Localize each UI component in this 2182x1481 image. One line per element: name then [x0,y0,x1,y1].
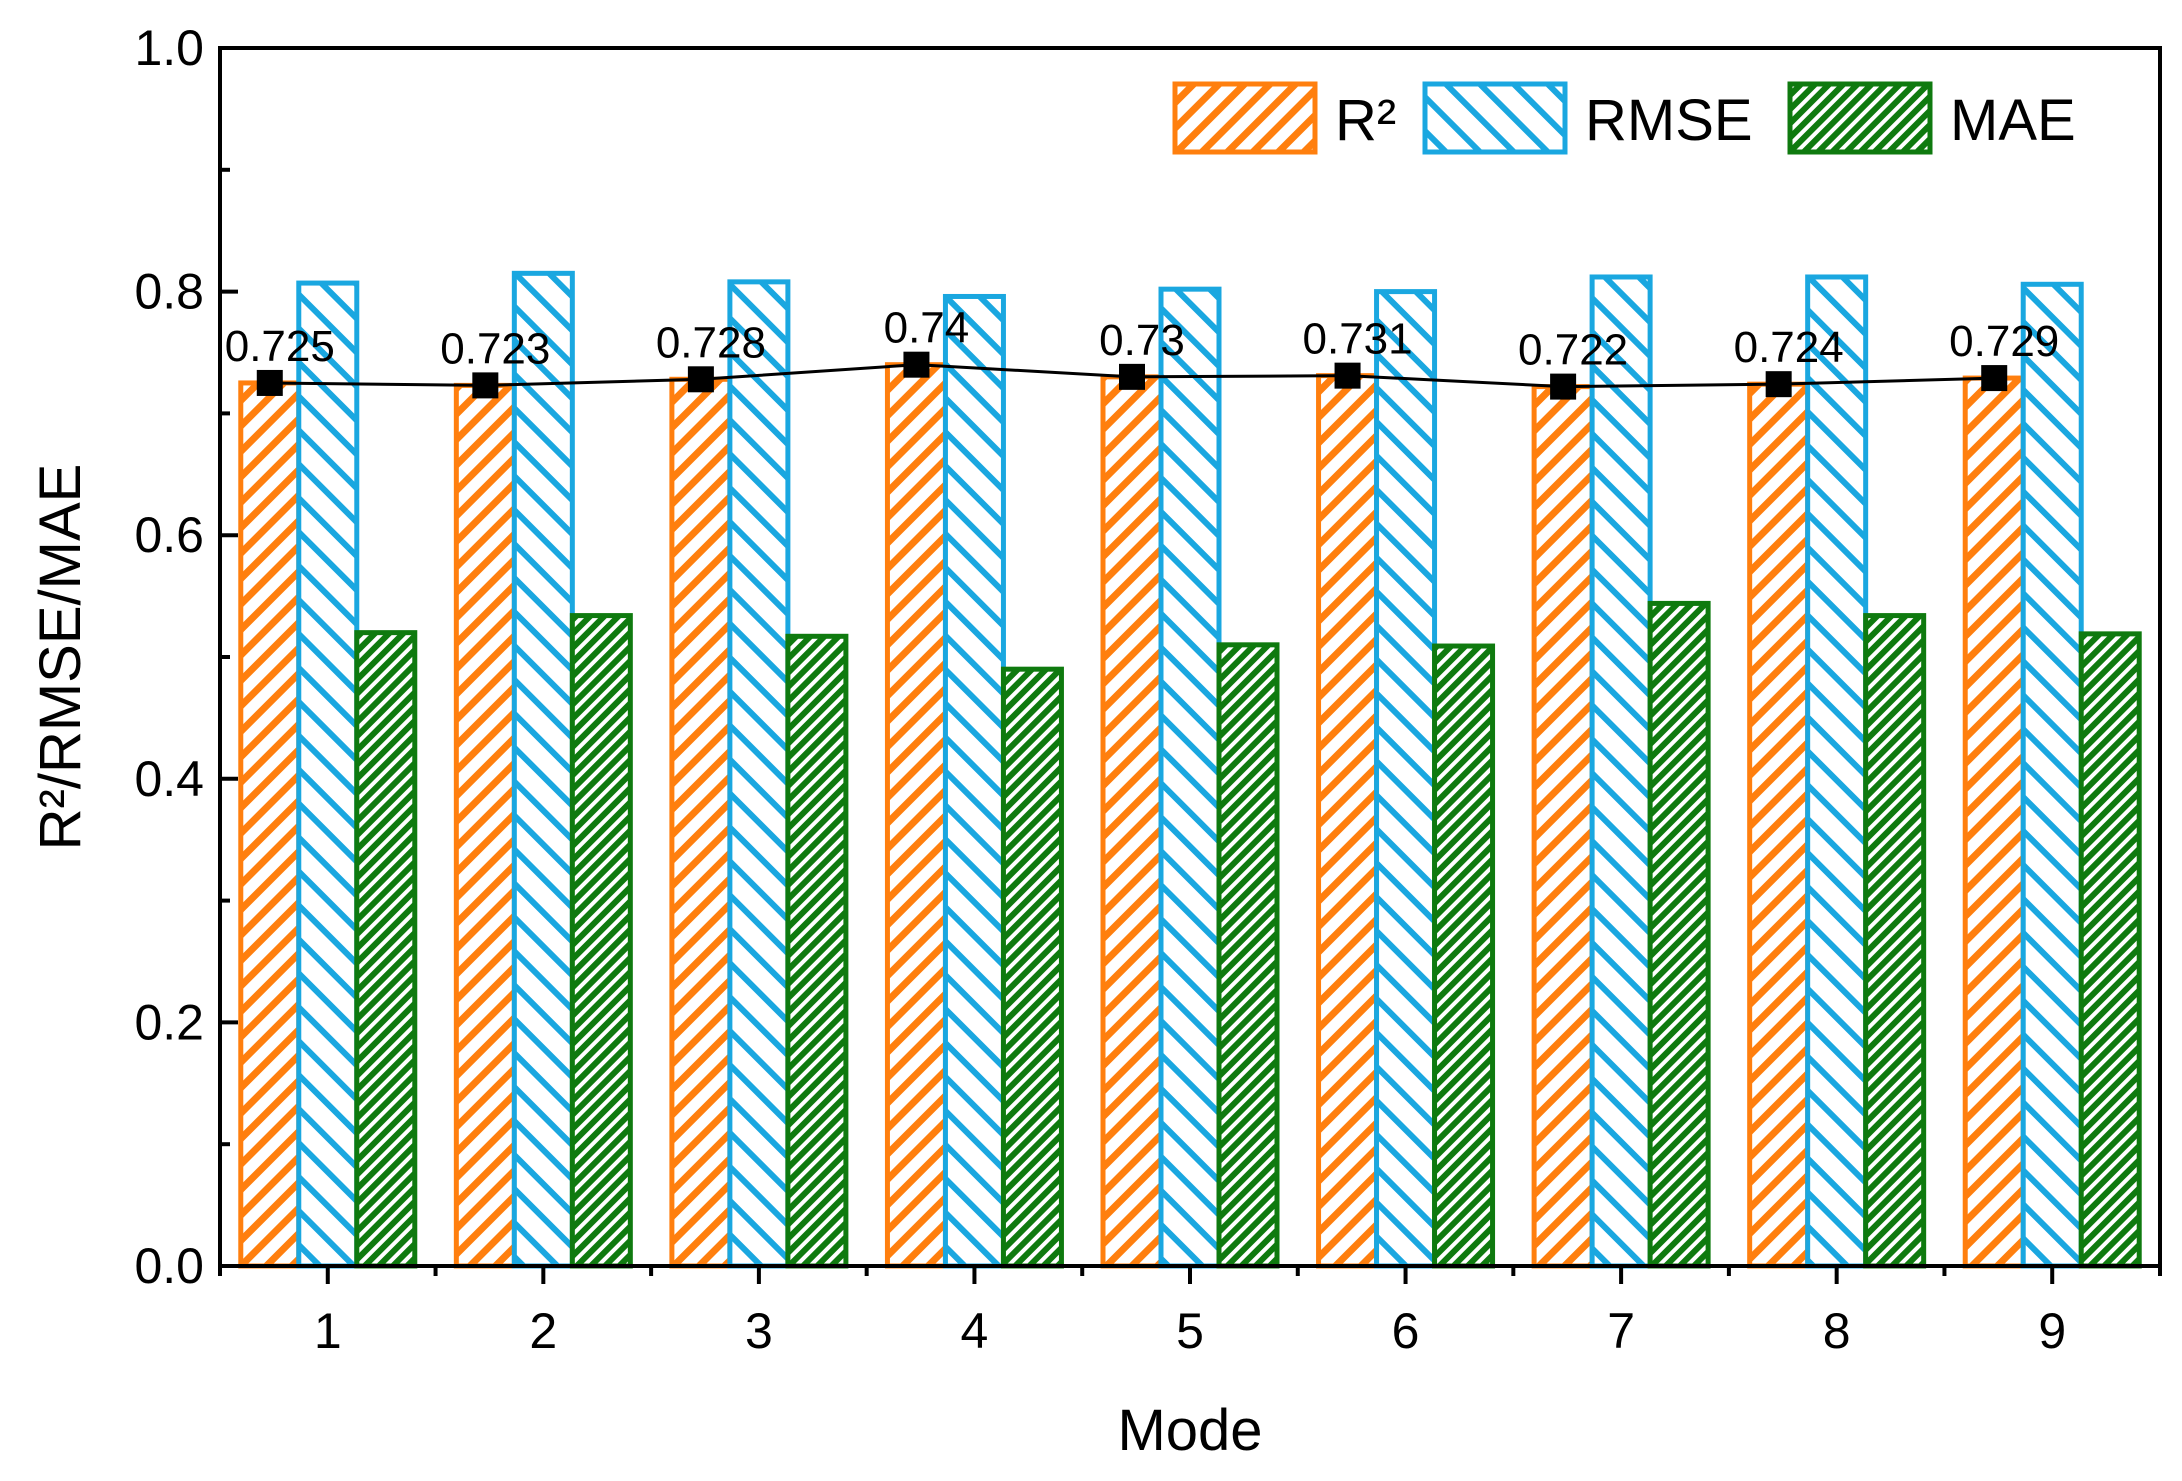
legend-swatch-r2 [1172,81,1318,155]
legend-swatch-mae [1787,81,1933,155]
legend-label-rmse: RMSE [1585,88,1753,153]
y-tick-label: 0.8 [134,264,204,320]
x-tick-label: 4 [961,1303,989,1359]
bar-mae-7 [1647,600,1711,1269]
bars-layer [238,270,2142,1269]
bar-r2-3 [669,376,733,1269]
bar-r2-2 [453,382,517,1269]
r2-marker-3 [687,366,714,393]
legend-label-r2: R² [1335,88,1396,153]
ticks-layer: 0.0 0.2 0.4 0.6 0.8 1.0 1 2 3 4 5 6 7 8 9 [134,20,2162,1359]
x-tick-label: 5 [1176,1303,1204,1359]
bar-rmse-9 [2020,281,2084,1269]
r2-marker-9 [1981,365,2008,392]
bar-rmse-1 [296,280,360,1269]
bar-mae-2 [569,613,633,1269]
bar-mae-3 [785,633,849,1269]
y-tick-label: 0.4 [134,751,204,807]
r2-marker-4 [903,351,930,378]
legend-label-mae: MAE [1950,88,2076,153]
r2-marker-8 [1765,371,1792,398]
bar-rmse-5 [1158,286,1222,1269]
r2-data-label-5: 0.73 [1099,316,1185,365]
bar-r2-5 [1100,374,1164,1269]
bar-mae-4 [1000,666,1064,1269]
bar-r2-4 [884,362,948,1269]
bar-rmse-8 [1805,274,1869,1269]
x-tick-label: 7 [1607,1303,1635,1359]
r2-marker-6 [1334,362,1361,389]
x-tick-label: 8 [1823,1303,1851,1359]
bar-r2-7 [1531,384,1595,1269]
line-layer: 0.725 0.723 0.728 0.74 0.73 0.731 0.722 0.724 0.… [225,304,2059,400]
x-tick-label: 6 [1392,1303,1420,1359]
bar-rmse-2 [511,270,575,1269]
x-tick-label: 1 [314,1303,342,1359]
legend-swatch-rmse [1422,81,1568,155]
x-tick-label: 3 [745,1303,773,1359]
bar-r2-8 [1747,381,1811,1269]
r2-data-label-3: 0.728 [656,318,766,367]
r2-data-label-9: 0.729 [1949,317,2059,366]
r2-data-label-4: 0.74 [884,304,970,353]
bar-mae-1 [354,630,418,1269]
y-tick-label: 0.2 [134,994,204,1050]
bar-mae-8 [1863,613,1927,1269]
x-axis-title: Mode [1117,1398,1262,1463]
r2-data-label-8: 0.724 [1734,323,1844,372]
bar-r2-9 [1962,375,2026,1269]
bar-rmse-7 [1589,274,1653,1269]
bar-mae-5 [1216,642,1280,1269]
y-tick-label: 0.6 [134,507,204,563]
y-tick-label: 1.0 [134,20,204,76]
x-tick-label: 9 [2038,1303,2066,1359]
bar-mae-6 [1432,643,1496,1269]
bar-r2-1 [238,380,302,1269]
bar-r2-6 [1316,373,1380,1269]
r2-data-label-6: 0.731 [1303,315,1413,364]
bar-rmse-4 [942,293,1006,1269]
r2-data-label-2: 0.723 [440,324,550,373]
bar-mae-9 [2078,631,2142,1269]
x-tick-label: 2 [529,1303,557,1359]
legend: R² RMSE MAE [1172,81,2076,155]
r2-data-label-1: 0.725 [225,322,335,371]
r2-marker-7 [1550,373,1577,400]
bar-rmse-6 [1374,289,1438,1269]
r2-data-label-7: 0.722 [1518,326,1628,375]
r2-marker-5 [1119,363,1145,390]
r2-marker-1 [256,369,283,396]
y-axis-title: R²/RMSE/MAE [28,464,93,851]
r2-marker-2 [472,372,499,399]
y-tick-label: 0.0 [134,1238,204,1294]
bar-rmse-3 [727,279,791,1269]
